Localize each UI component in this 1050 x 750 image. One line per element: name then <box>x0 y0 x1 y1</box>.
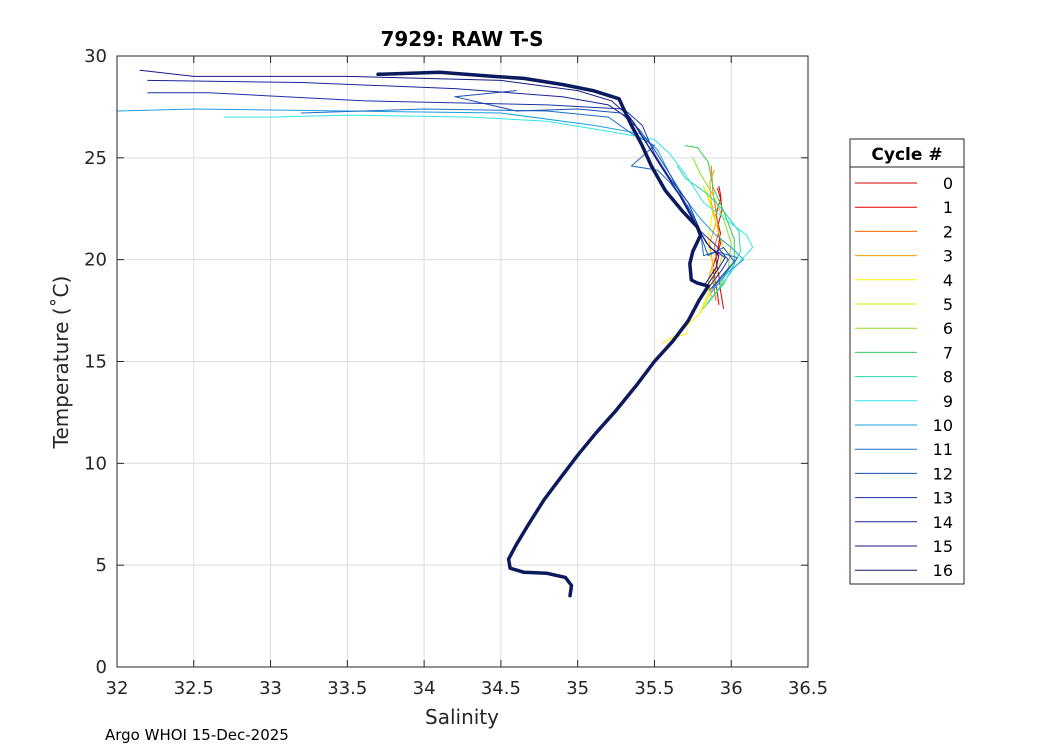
legend-label-11: 11 <box>933 440 953 459</box>
legend-label-12: 12 <box>933 464 953 483</box>
series-line-cycle-6 <box>692 157 732 309</box>
footer-text: Argo WHOI 15-Dec-2025 <box>105 726 289 744</box>
y-tick-label-4: 20 <box>84 250 107 271</box>
y-tick-label-5: 25 <box>84 148 107 169</box>
series-lines <box>116 69 754 598</box>
x-tick-label-2: 33 <box>259 678 282 699</box>
series-line-cycle-4 <box>661 189 714 344</box>
legend-label-16: 16 <box>933 561 953 580</box>
legend-label-10: 10 <box>933 416 953 435</box>
series-line-cycle-9 <box>224 114 754 297</box>
x-tick-label-4: 34 <box>413 678 436 699</box>
x-tick-label-0: 32 <box>106 678 129 699</box>
legend-label-7: 7 <box>943 343 953 362</box>
series-line-cycle-13 <box>147 92 729 289</box>
y-axis-label: Temperature (˚C) <box>49 276 73 450</box>
y-tick-label-2: 10 <box>84 453 107 474</box>
legend-label-6: 6 <box>943 319 953 338</box>
legend-label-5: 5 <box>943 295 953 314</box>
series-line-cycle-11 <box>300 108 738 289</box>
x-tick-label-9: 36.5 <box>788 678 828 699</box>
x-axis-label: Salinity <box>425 705 499 729</box>
legend-label-0: 0 <box>943 174 953 193</box>
legend-label-8: 8 <box>943 368 953 387</box>
x-tick-label-1: 32.5 <box>174 678 214 699</box>
x-tick-label-5: 34.5 <box>481 678 521 699</box>
legend-label-15: 15 <box>933 537 953 556</box>
legend-label-14: 14 <box>933 513 953 532</box>
series-line-cycle-3 <box>707 169 717 297</box>
legend-box <box>849 138 965 585</box>
legend-label-2: 2 <box>943 222 953 241</box>
y-tick-label-6: 30 <box>84 46 107 67</box>
chart-title: 7929: RAW T-S <box>380 27 543 51</box>
x-tick-label-6: 35 <box>566 678 589 699</box>
x-tick-label-3: 33.5 <box>327 678 367 699</box>
y-tick-label-0: 0 <box>96 657 107 678</box>
x-tick-label-7: 35.5 <box>634 678 674 699</box>
series-line-cycle-16 <box>376 70 710 598</box>
axis-ticks: 32 32.5 33 33.5 34 34.5 35 35.5 36 36.5 0 5 10 15 20 25… <box>84 46 828 699</box>
legend-label-3: 3 <box>943 247 953 266</box>
series-line-cycle-2 <box>710 165 720 301</box>
x-tick-label-8: 36 <box>720 678 743 699</box>
legend-label-13: 13 <box>933 489 953 508</box>
legend-title: Cycle # <box>871 145 942 165</box>
y-tick-label-3: 15 <box>84 352 107 373</box>
legend-label-1: 1 <box>943 198 953 217</box>
series-line-cycle-12 <box>454 90 735 291</box>
legend-label-9: 9 <box>943 392 953 411</box>
series-line-cycle-15 <box>139 69 720 285</box>
y-tick-label-1: 5 <box>96 555 107 576</box>
legend-label-4: 4 <box>943 271 953 290</box>
